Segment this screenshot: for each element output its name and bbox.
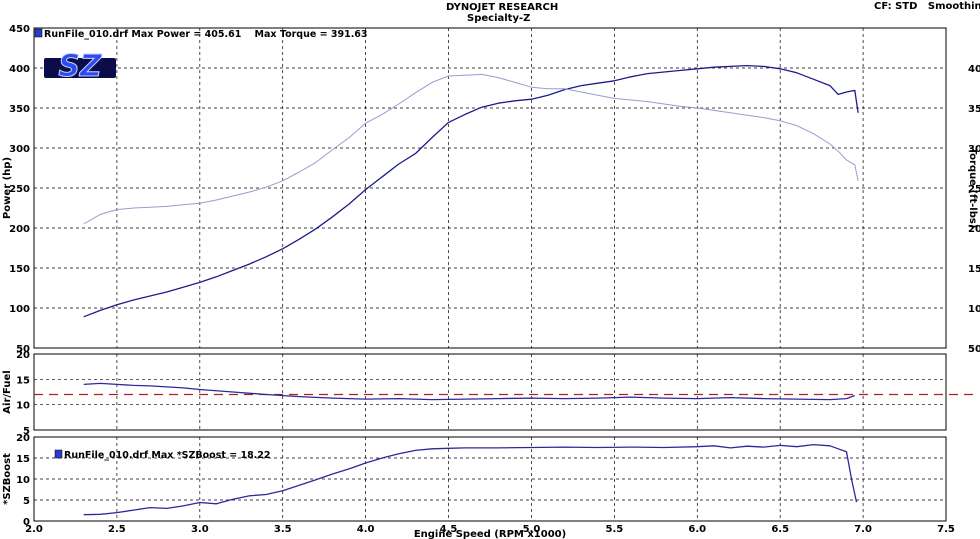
x-tick-label: 7.5	[937, 524, 955, 535]
panel-power-torque: 50 100 150 200 250 300 350 400 450 50 100 150 200 250…	[2, 24, 980, 355]
series-line-boost	[83, 443, 858, 516]
panel-boost: 0 5 10 15 20*SZBoost RunFile_010.drf Max *SZB…	[2, 433, 955, 539]
x-tick-label: 4.5	[440, 524, 458, 535]
sz-logo-text: SZ	[58, 49, 103, 84]
x-tick-label: 4.0	[357, 524, 375, 535]
y-tick-label: 100	[9, 304, 30, 315]
y-axis-label: Air/Fuel	[2, 370, 13, 413]
legend-swatch	[54, 449, 63, 459]
y-tick-label: 200	[9, 224, 30, 235]
y-tick-label: 300	[9, 144, 30, 155]
y-tick-label-right: 50	[968, 344, 980, 355]
y-tick-label: 400	[9, 64, 30, 75]
x-tick-label: 5.0	[523, 524, 541, 535]
y-tick-label: 5	[23, 426, 30, 437]
y-tick-label: 50	[16, 344, 30, 355]
y-tick-label-right: 350	[968, 104, 980, 115]
y-tick-label-right: 250	[968, 184, 980, 195]
y-axis-label: *SZBoost	[2, 453, 13, 505]
y-axis-label: Power (hp)	[2, 157, 13, 219]
y-tick-label-right: 200	[968, 224, 980, 235]
legend-text: RunFile_010.drf Max Power = 405.61 Max T…	[44, 29, 368, 40]
y-tick-label: 10	[16, 475, 30, 486]
series-line-afr	[83, 382, 856, 401]
y-tick-label: 15	[16, 375, 30, 386]
chart-title: DYNOJET RESEARCH	[446, 2, 559, 13]
y-tick-label-right: 150	[968, 264, 980, 275]
y-tick-label: 15	[16, 454, 30, 465]
y-tick-label: 150	[9, 264, 30, 275]
x-tick-label: 5.5	[606, 524, 624, 535]
x-tick-label: 3.5	[274, 524, 292, 535]
legend-swatch	[34, 28, 43, 38]
x-tick-label: 6.5	[771, 524, 789, 535]
y-tick-label: 450	[9, 24, 30, 35]
x-tick-label: 7.0	[854, 524, 872, 535]
x-tick-label: 3.0	[191, 524, 209, 535]
sz-logo: SZ	[44, 49, 116, 85]
chart-subtitle: Specialty-Z	[467, 13, 531, 24]
y-tick-label: 10	[16, 401, 30, 412]
y-tick-label-right: 100	[968, 304, 980, 315]
x-tick-label: 2.5	[108, 524, 126, 535]
y-tick-label: 20	[16, 350, 30, 361]
y-tick-label: 250	[9, 184, 30, 195]
series-line-power	[83, 64, 859, 318]
y-tick-label: 5	[23, 496, 30, 507]
y-tick-label: 350	[9, 104, 30, 115]
x-tick-label: 2.0	[25, 524, 43, 535]
y-tick-label: 20	[16, 433, 30, 444]
dyno-settings: CF: STD Smoothing: 5	[874, 1, 980, 12]
series-line-torque	[83, 73, 859, 225]
x-axis-label: Engine Speed (RPM x1000)	[414, 529, 566, 539]
y-tick-label-right: 300	[968, 144, 980, 155]
x-tick-label: 6.0	[688, 524, 706, 535]
legend-text: RunFile_010.drf Max *SZBoost = 18.22	[64, 450, 271, 461]
y-tick-label-right: 400	[968, 64, 980, 75]
y-tick-label: 0	[23, 517, 30, 528]
y-axis-label-right: Torque (ft-lbs)	[967, 148, 978, 229]
panel-frame	[33, 353, 947, 431]
